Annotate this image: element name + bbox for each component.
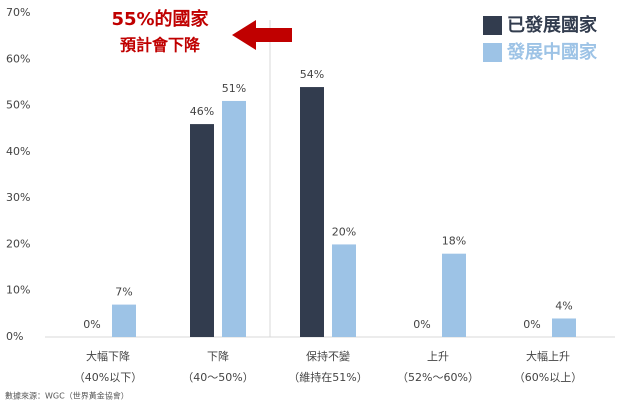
value-label: 0%: [413, 318, 430, 331]
bar: [552, 318, 576, 337]
x-tick-label: 大幅下降: [86, 349, 130, 363]
legend-label: 發展中國家: [506, 41, 598, 63]
y-tick-label: 10%: [6, 284, 30, 297]
x-tick-sublabel: （40%以下）: [74, 371, 142, 384]
bar: [442, 253, 466, 337]
x-tick-sublabel: （52%～60%）: [397, 371, 479, 384]
bar: [332, 244, 356, 337]
x-tick-label: 保持不變: [306, 349, 350, 363]
x-tick-sublabel: （40～50%）: [182, 371, 253, 384]
y-tick-label: 60%: [6, 52, 30, 65]
value-label: 18%: [442, 235, 466, 248]
x-tick-sublabel: （60%以上）: [514, 371, 582, 384]
value-label: 7%: [115, 286, 132, 299]
y-tick-label: 20%: [6, 237, 30, 250]
bar: [112, 304, 136, 337]
value-label: 0%: [523, 318, 540, 331]
y-tick-label: 30%: [6, 191, 30, 204]
x-tick-label: 上升: [427, 350, 449, 363]
bar: [222, 100, 246, 337]
value-label: 20%: [332, 225, 356, 238]
value-label: 51%: [222, 82, 246, 95]
annotation: 預計會下降: [120, 36, 201, 55]
bar: [190, 124, 214, 337]
annotation: 55%的國家: [111, 8, 209, 30]
value-label: 4%: [555, 299, 572, 312]
value-label: 46%: [190, 105, 214, 118]
x-tick-sublabel: （維持在51%）: [288, 370, 367, 384]
bar: [300, 87, 324, 337]
legend-swatch: [483, 16, 502, 35]
legend-label: 已發展國家: [507, 14, 598, 36]
value-label: 0%: [83, 318, 100, 331]
y-tick-label: 40%: [6, 145, 30, 158]
source: 數據來源：WGC（世界黃金協會）: [5, 391, 129, 401]
arrow: [232, 20, 292, 50]
y-tick-label: 0%: [6, 330, 23, 343]
y-tick-label: 50%: [6, 99, 30, 112]
value-label: 54%: [300, 68, 324, 81]
y-tick-label: 70%: [6, 6, 30, 19]
x-tick-label: 大幅上升: [526, 349, 570, 363]
x-tick-label: 下降: [207, 349, 229, 363]
legend-swatch: [483, 43, 502, 62]
